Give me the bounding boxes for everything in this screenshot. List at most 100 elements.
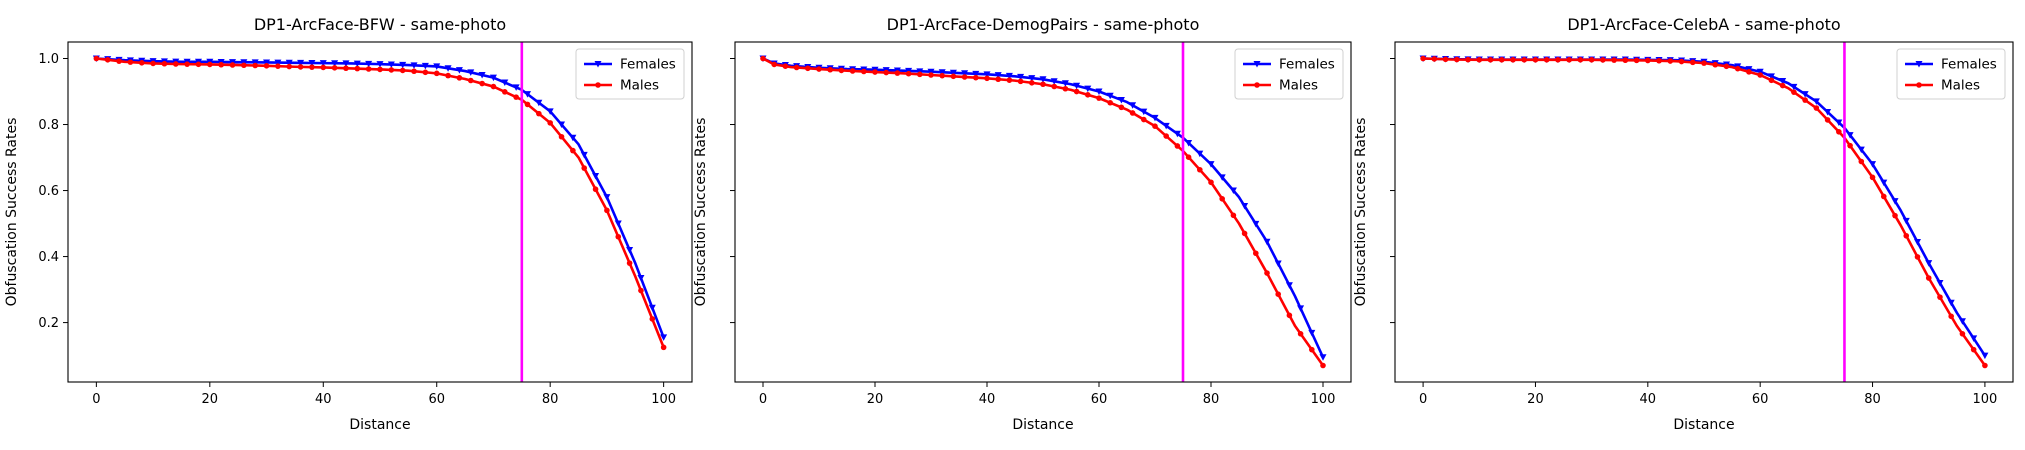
data-point	[1297, 331, 1304, 337]
legend-marker	[1916, 82, 1922, 88]
data-point	[1096, 95, 1102, 101]
data-point	[1767, 73, 1775, 80]
y-tick-label: 1.0	[38, 52, 59, 67]
data-point	[1129, 110, 1136, 116]
x-tick-label: 20	[1527, 392, 1544, 407]
data-point	[1813, 105, 1820, 111]
data-point	[104, 57, 111, 63]
data-point	[927, 68, 935, 76]
data-point	[1734, 65, 1741, 72]
data-point	[1869, 174, 1876, 181]
data-point	[1846, 132, 1854, 139]
data-point	[478, 72, 486, 79]
data-point	[1801, 91, 1809, 98]
data-point	[1197, 166, 1203, 173]
data-point	[1689, 59, 1696, 66]
data-point	[399, 67, 406, 74]
data-point	[649, 316, 656, 322]
data-point	[949, 69, 957, 77]
legend-box	[575, 48, 685, 100]
data-point	[263, 62, 270, 69]
data-point	[660, 344, 667, 351]
data-point	[410, 62, 418, 69]
plot-frame	[734, 41, 1352, 383]
legend-label: Males	[1941, 78, 1980, 94]
data-point	[883, 69, 889, 76]
data-point	[411, 68, 417, 75]
data-point	[309, 64, 315, 70]
data-point	[1431, 56, 1438, 62]
data-point	[229, 62, 236, 68]
data-point	[422, 69, 429, 76]
x-tick-label: 100	[651, 392, 676, 407]
legend-box	[1234, 48, 1344, 100]
data-point	[241, 62, 247, 69]
data-point	[308, 59, 316, 67]
data-point	[1208, 179, 1214, 186]
data-point	[1241, 203, 1249, 210]
data-point	[928, 72, 934, 78]
y-axis-label: Obfuscation Success Rates	[693, 118, 709, 307]
data-point	[1465, 56, 1471, 63]
x-axis-label: Distance	[1673, 417, 1734, 433]
data-point	[638, 287, 644, 294]
data-point	[421, 62, 429, 70]
data-point	[861, 68, 867, 75]
data-point	[1645, 57, 1651, 64]
data-point	[1061, 80, 1069, 87]
data-point	[1958, 318, 1966, 325]
chart-title: DP1-ArcFace-BFW - same-photo	[254, 15, 506, 34]
subplot-2: DP1-ArcFace-DemogPairs - same-photo 0 20 40…	[693, 15, 1352, 433]
plot-frame	[1394, 41, 2014, 383]
data-point	[1936, 279, 1944, 287]
series-line	[762, 57, 1325, 358]
data-point	[983, 71, 991, 78]
data-point	[1275, 291, 1281, 297]
data-point	[1095, 88, 1103, 96]
data-point	[377, 66, 383, 73]
x-tick-label: 80	[1203, 392, 1220, 407]
data-point	[1746, 69, 1752, 75]
data-point	[456, 75, 463, 81]
data-point	[1085, 92, 1091, 98]
legend-label: Males	[620, 78, 659, 94]
data-point	[1892, 212, 1898, 219]
data-point	[342, 60, 350, 67]
data-point	[1712, 61, 1719, 68]
series-females	[759, 55, 1327, 361]
data-point	[805, 65, 811, 72]
x-tick-label: 80	[542, 392, 559, 407]
series-line	[1423, 57, 1986, 357]
data-point	[127, 59, 134, 65]
x-tick-label: 0	[759, 392, 767, 407]
data-point	[1039, 76, 1047, 83]
data-point	[138, 59, 145, 66]
data-point	[93, 55, 100, 62]
data-point	[365, 60, 373, 68]
data-point	[1701, 60, 1707, 66]
legend-marker	[595, 82, 601, 88]
x-tick-label: 100	[1972, 392, 1997, 407]
data-point	[1824, 117, 1831, 123]
data-point	[467, 69, 475, 76]
series-line	[762, 57, 1325, 367]
data-point	[116, 58, 122, 64]
data-point	[1947, 299, 1955, 307]
data-point	[905, 70, 912, 77]
data-point	[569, 134, 577, 142]
data-point	[1017, 78, 1024, 85]
data-point	[1521, 57, 1528, 63]
y-tick-label: 0.4	[38, 250, 59, 265]
data-point	[1847, 142, 1853, 149]
data-point	[1106, 92, 1114, 100]
x-tick-label: 20	[867, 392, 884, 407]
data-point	[1319, 354, 1327, 361]
data-point	[1779, 77, 1787, 85]
chart-title: DP1-ArcFace-CelebA - same-photo	[1567, 15, 1840, 34]
data-point	[1162, 122, 1170, 130]
data-point	[1129, 102, 1137, 109]
x-axis-label: Distance	[349, 417, 410, 433]
y-tick-label: 0.8	[38, 118, 59, 133]
data-point	[1937, 294, 1943, 300]
data-point	[1286, 312, 1293, 319]
